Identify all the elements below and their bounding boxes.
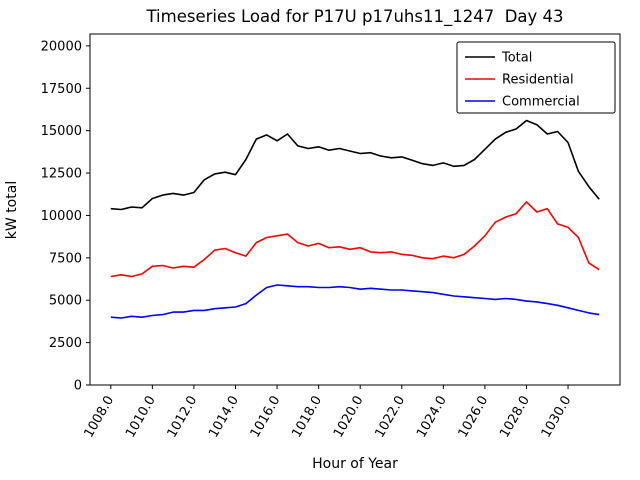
- y-axis-label: kW total: [4, 181, 20, 239]
- y-tick-label: 5000: [49, 294, 82, 309]
- y-tick-label: 15000: [41, 124, 82, 139]
- y-tick-label: 7500: [49, 251, 82, 266]
- y-tick-label: 2500: [49, 336, 82, 351]
- x-axis-label: Hour of Year: [312, 456, 398, 472]
- series-line-commercial: [110, 284, 600, 319]
- legend-box: [456, 41, 616, 114]
- legend-label-commercial: Commercial: [502, 95, 580, 110]
- legend-item-total: Total: [465, 51, 532, 66]
- axes-frame: [89, 33, 621, 386]
- chart-title: Timeseries Load for P17U p17uhs11_1247 D…: [145, 7, 563, 27]
- legend-item-commercial: Commercial: [465, 95, 580, 110]
- series-line-total: [110, 119, 600, 211]
- y-tick-label: 10000: [41, 209, 82, 224]
- legend-item-residential: Residential: [465, 73, 574, 88]
- y-tick-label: 17500: [41, 82, 82, 97]
- y-tick-label: 20000: [41, 39, 82, 54]
- series-line-residential: [110, 201, 600, 278]
- legend-label-total: Total: [501, 51, 532, 66]
- y-tick-label: 0: [74, 379, 82, 394]
- legend-label-residential: Residential: [502, 73, 574, 88]
- legend: Total Residential Commercial: [456, 41, 616, 114]
- y-tick-label: 12500: [41, 167, 82, 182]
